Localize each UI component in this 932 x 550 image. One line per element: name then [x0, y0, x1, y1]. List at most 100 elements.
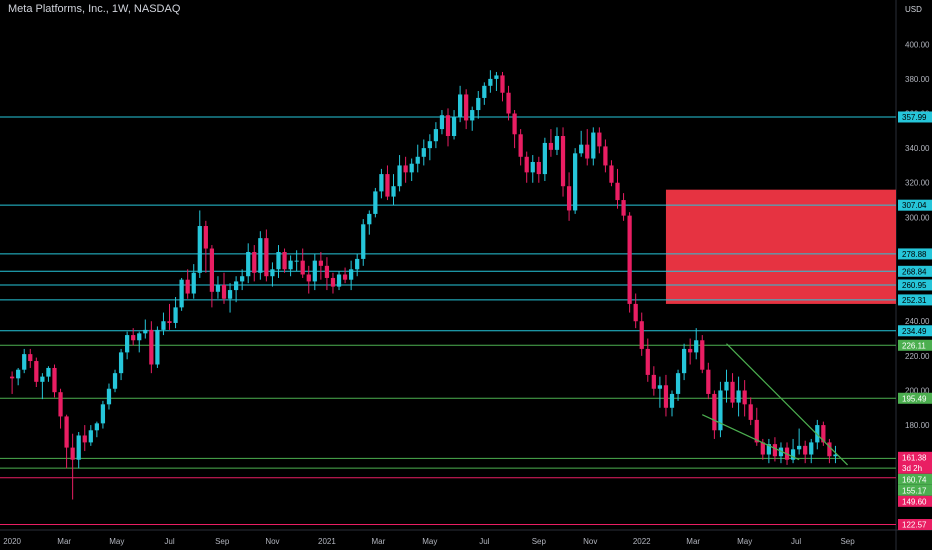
candle-body-93	[573, 153, 578, 211]
candle-body-38	[240, 276, 245, 282]
level-badge-12	[898, 495, 932, 507]
candle-body-13	[88, 430, 93, 443]
candle-body-3	[28, 354, 33, 362]
candle-body-44	[276, 251, 281, 270]
candle-body-85	[524, 156, 529, 173]
candle-body-37	[233, 281, 239, 291]
candle-body-118	[724, 381, 729, 391]
candle-body-64	[397, 165, 402, 187]
candle-body-81	[500, 75, 505, 93]
candle-body-133	[815, 425, 820, 443]
chart-title: Meta Platforms, Inc., 1W, NASDAQ	[8, 3, 181, 15]
level-label-4: 260.95	[902, 281, 927, 290]
level-label-1: 307.04	[902, 201, 927, 210]
candle-body-15	[100, 404, 106, 424]
candle-body-50	[312, 260, 317, 282]
candle-body-1	[16, 369, 21, 379]
level-badge-8	[898, 392, 932, 404]
candle-body-87	[536, 161, 541, 175]
candle-body-72	[445, 115, 451, 137]
candle-body-125	[766, 444, 771, 455]
level-label-2: 278.88	[902, 250, 927, 259]
x-tick-1: Mar	[57, 537, 71, 546]
candle-body-25	[161, 321, 166, 330]
candle-body-52	[324, 265, 330, 278]
candle-body-35	[221, 284, 227, 299]
candle-body-41	[258, 238, 263, 273]
candle-body-48	[300, 260, 305, 275]
candle-body-60	[373, 191, 378, 214]
candle-body-112	[688, 348, 693, 353]
x-tick-13: Mar	[686, 537, 700, 546]
candle-body-116	[712, 393, 717, 431]
x-tick-5: Nov	[265, 537, 279, 546]
x-tick-12: 2022	[633, 537, 651, 546]
level-badge-10	[898, 473, 932, 485]
candle-body-43	[270, 269, 275, 277]
candle-body-111	[681, 348, 687, 374]
candle-body-28	[179, 279, 184, 308]
y-tick-180: 180.00	[905, 421, 930, 430]
candle-body-32	[203, 226, 208, 249]
level-label-12: 149.60	[902, 497, 927, 506]
level-badge-13	[898, 519, 932, 530]
candle-body-40	[252, 251, 257, 273]
candle-body-129	[790, 449, 796, 460]
candle-body-114	[700, 340, 705, 370]
candle-body-99	[609, 165, 614, 183]
candle-body-53	[330, 277, 336, 287]
candle-body-33	[209, 248, 215, 292]
candle-body-110	[675, 373, 681, 394]
candle-body-74	[457, 94, 463, 117]
candle-body-120	[736, 390, 741, 403]
candle-body-90	[554, 136, 560, 150]
candle-body-46	[288, 260, 293, 270]
level-label-6: 234.49	[902, 327, 927, 336]
candle-body-71	[439, 115, 445, 130]
x-tick-0: 2020	[3, 537, 21, 546]
y-tick-320: 320.00	[905, 179, 930, 188]
candle-body-51	[318, 260, 323, 266]
candle-body-59	[367, 213, 372, 225]
candle-body-119	[730, 381, 735, 403]
candle-body-29	[185, 279, 190, 294]
candle-body-104	[639, 321, 644, 349]
candle-body-47	[294, 260, 299, 262]
candle-body-19	[125, 335, 130, 353]
candle-body-117	[718, 390, 723, 431]
candle-body-7	[52, 367, 57, 393]
candle-body-106	[651, 374, 656, 389]
candle-body-36	[227, 290, 233, 299]
y-tick-200: 200.00	[905, 386, 930, 395]
candle-body-100	[615, 182, 620, 201]
candle-body-12	[82, 435, 87, 443]
level-badge-4	[898, 279, 932, 291]
y-tick-240: 240.00	[905, 317, 930, 326]
candle-body-30	[191, 272, 196, 294]
level-label-0: 357.99	[902, 113, 927, 122]
candle-body-132	[809, 442, 814, 455]
y-tick-340: 340.00	[905, 144, 930, 153]
candle-body-134	[821, 425, 826, 443]
candle-body-16	[106, 388, 112, 405]
candle-body-109	[669, 393, 675, 408]
candle-body-108	[663, 385, 669, 408]
y-tick-380: 380.00	[905, 75, 930, 84]
candle-body-130	[797, 445, 802, 450]
candle-body-56	[349, 269, 354, 280]
candle-body-80	[494, 75, 499, 79]
candle-body-82	[506, 92, 511, 114]
candle-body-39	[246, 251, 251, 277]
level-badge-1	[898, 199, 932, 211]
candle-body-24	[155, 329, 160, 365]
candle-body-92	[566, 186, 572, 211]
level-badge-2	[898, 248, 932, 260]
candle-body-98	[603, 146, 608, 166]
candle-body-83	[512, 113, 517, 135]
candle-body-84	[518, 134, 523, 157]
candle-body-20	[131, 335, 136, 341]
candle-body-113	[694, 340, 699, 353]
candle-body-54	[336, 274, 342, 287]
x-tick-2: May	[109, 537, 124, 546]
